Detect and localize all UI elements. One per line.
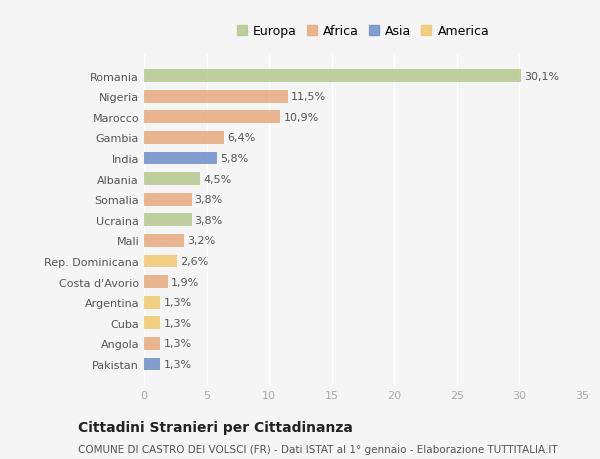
Bar — [144, 214, 191, 227]
Bar — [144, 296, 160, 309]
Bar — [144, 132, 224, 145]
Text: 3,2%: 3,2% — [187, 236, 215, 246]
Text: 4,5%: 4,5% — [203, 174, 232, 184]
Bar — [144, 337, 160, 350]
Text: 1,3%: 1,3% — [163, 297, 191, 308]
Bar — [144, 173, 200, 185]
Bar — [144, 317, 160, 330]
Bar — [144, 111, 280, 124]
Bar — [144, 275, 168, 288]
Text: 1,3%: 1,3% — [163, 318, 191, 328]
Bar — [144, 255, 176, 268]
Bar — [144, 358, 160, 370]
Bar — [144, 90, 288, 103]
Text: 3,8%: 3,8% — [194, 195, 223, 205]
Bar — [144, 193, 191, 206]
Text: 11,5%: 11,5% — [291, 92, 326, 102]
Text: 10,9%: 10,9% — [284, 112, 319, 123]
Legend: Europa, Africa, Asia, America: Europa, Africa, Asia, America — [233, 22, 493, 42]
Text: 3,8%: 3,8% — [194, 215, 223, 225]
Text: 1,3%: 1,3% — [163, 359, 191, 369]
Bar — [144, 70, 521, 83]
Text: 5,8%: 5,8% — [220, 154, 248, 164]
Text: Cittadini Stranieri per Cittadinanza: Cittadini Stranieri per Cittadinanza — [78, 420, 353, 434]
Text: 1,3%: 1,3% — [163, 339, 191, 348]
Bar — [144, 235, 184, 247]
Text: 30,1%: 30,1% — [524, 72, 559, 81]
Text: 1,9%: 1,9% — [171, 277, 199, 287]
Text: 2,6%: 2,6% — [179, 257, 208, 266]
Text: COMUNE DI CASTRO DEI VOLSCI (FR) - Dati ISTAT al 1° gennaio - Elaborazione TUTTI: COMUNE DI CASTRO DEI VOLSCI (FR) - Dati … — [78, 444, 557, 454]
Bar — [144, 152, 217, 165]
Text: 6,4%: 6,4% — [227, 133, 256, 143]
